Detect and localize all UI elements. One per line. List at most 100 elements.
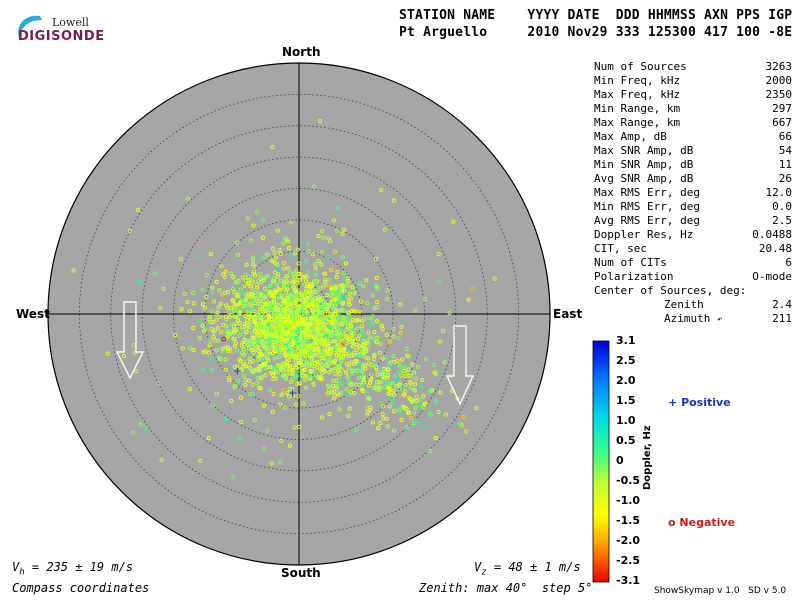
source-point xyxy=(258,325,263,330)
source-point xyxy=(329,360,335,365)
source-point xyxy=(302,303,307,308)
source-point xyxy=(262,323,267,328)
compass-south: South xyxy=(281,566,321,580)
source-point xyxy=(461,414,466,420)
stat-value: 11 xyxy=(778,158,792,171)
source-point xyxy=(375,372,380,377)
source-point xyxy=(281,266,286,271)
source-point xyxy=(226,310,232,315)
source-point xyxy=(250,382,255,387)
legend-positive-label: Positive xyxy=(681,396,731,409)
source-point xyxy=(311,382,316,387)
source-point xyxy=(420,378,425,383)
source-point xyxy=(238,300,243,305)
source-point xyxy=(335,269,340,275)
source-point xyxy=(397,382,402,387)
source-point xyxy=(290,334,295,339)
source-point xyxy=(353,318,358,323)
source-point xyxy=(382,227,388,232)
source-point xyxy=(331,218,337,223)
source-point xyxy=(249,292,255,297)
source-point xyxy=(234,348,240,353)
source-point xyxy=(331,297,336,302)
source-point xyxy=(232,384,238,389)
source-point xyxy=(341,315,346,320)
source-point xyxy=(349,371,355,376)
source-point xyxy=(282,330,287,335)
stat-value: 6 xyxy=(785,256,792,269)
source-point xyxy=(210,285,215,290)
colorbar-tick-label: -3.1 xyxy=(616,574,641,587)
source-point xyxy=(301,282,307,287)
source-point xyxy=(308,305,313,310)
source-point xyxy=(312,325,317,330)
source-point xyxy=(342,227,347,232)
source-point xyxy=(335,206,340,211)
source-point xyxy=(201,368,206,373)
source-point xyxy=(328,329,333,334)
source-point xyxy=(288,301,293,306)
source-point xyxy=(360,318,365,324)
source-point xyxy=(345,375,350,380)
logo-digisonde-text: DIGISONDE xyxy=(18,29,105,44)
source-point xyxy=(260,356,266,362)
positive-marker: + xyxy=(288,386,297,399)
source-point xyxy=(331,333,337,339)
colorbar-tick-label: -1.5 xyxy=(616,514,641,527)
source-point xyxy=(251,370,256,375)
source-point xyxy=(287,386,292,392)
source-point xyxy=(304,337,309,342)
colorbar-tick-label: 1.0 xyxy=(616,414,636,427)
source-point xyxy=(275,274,280,279)
source-point xyxy=(374,380,380,385)
source-point xyxy=(270,351,276,356)
source-point xyxy=(414,376,419,381)
source-point xyxy=(272,365,277,370)
source-point xyxy=(311,184,316,189)
center-azimuth-label: Azimuth xyxy=(664,312,711,325)
source-point xyxy=(375,335,380,340)
source-point xyxy=(326,341,331,346)
source-point xyxy=(458,421,463,426)
source-point xyxy=(263,365,268,371)
source-point xyxy=(209,367,214,373)
source-point xyxy=(303,316,308,321)
source-point xyxy=(158,305,163,310)
source-point xyxy=(349,308,354,314)
positive-marker: + xyxy=(233,364,242,377)
source-point xyxy=(397,387,402,392)
vertical-velocity-arrow xyxy=(445,325,475,406)
source-point xyxy=(206,436,211,441)
source-point xyxy=(309,359,314,364)
source-point xyxy=(256,348,261,354)
source-point xyxy=(492,276,497,281)
source-point xyxy=(231,328,236,333)
source-point xyxy=(261,305,266,310)
source-point xyxy=(290,315,295,320)
source-point xyxy=(293,300,298,305)
source-point xyxy=(105,351,110,356)
source-point xyxy=(312,340,317,345)
source-point xyxy=(370,313,375,319)
source-point xyxy=(297,424,302,429)
source-point xyxy=(302,294,307,299)
source-point xyxy=(340,322,345,327)
source-point xyxy=(277,347,282,352)
source-point xyxy=(253,320,258,325)
source-point xyxy=(237,334,242,339)
stat-row: CIT, sec 20.48 xyxy=(594,242,792,256)
source-point xyxy=(373,256,378,261)
source-point xyxy=(282,260,287,265)
source-point xyxy=(326,352,331,357)
source-point xyxy=(238,419,244,424)
source-point xyxy=(252,269,257,274)
source-point xyxy=(348,324,353,329)
colorbar-tick-label: -2.5 xyxy=(616,554,641,567)
stat-value: 2.5 xyxy=(772,214,792,227)
source-point xyxy=(213,338,218,343)
source-point xyxy=(360,369,365,374)
source-point xyxy=(339,327,344,332)
colorbar-tick-label: 1.5 xyxy=(616,394,636,407)
source-point xyxy=(318,368,323,373)
source-point xyxy=(218,314,223,319)
